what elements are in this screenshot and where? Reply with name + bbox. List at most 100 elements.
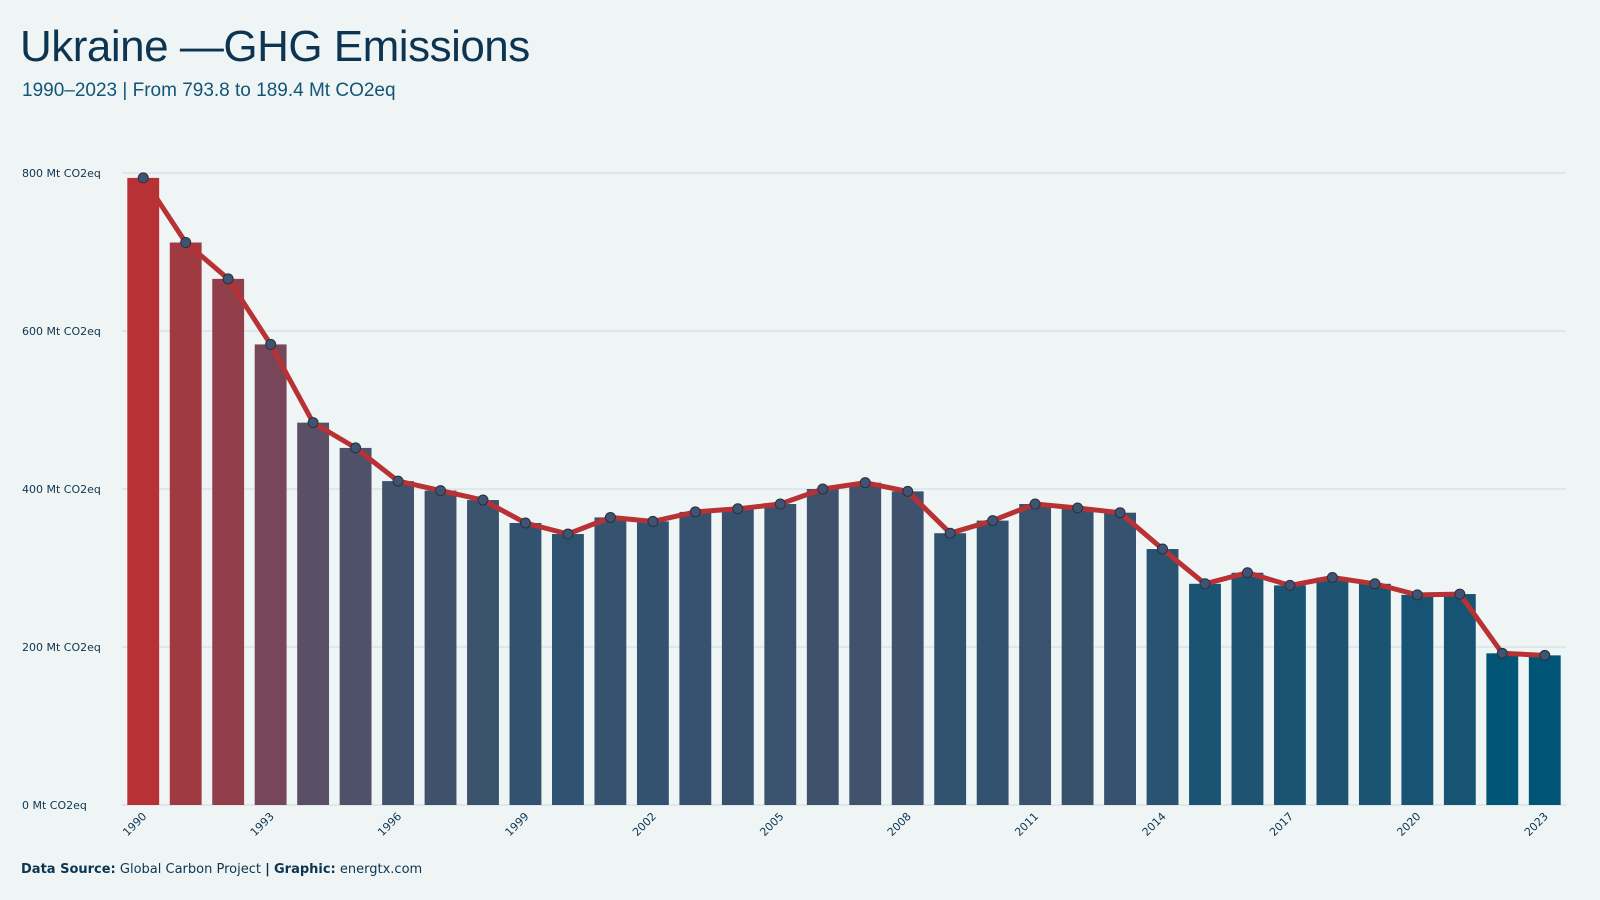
bar-1996 xyxy=(382,481,414,805)
bar-2002 xyxy=(636,521,669,805)
marker-1998 xyxy=(477,494,489,506)
marker-2023 xyxy=(1539,649,1551,661)
bar-1998 xyxy=(467,500,499,805)
marker-2012 xyxy=(1072,502,1084,514)
bar-2006 xyxy=(806,489,839,805)
marker-2021 xyxy=(1454,588,1466,600)
bar-1997 xyxy=(424,490,457,805)
footer: Data Source: Global Carbon Project | Gra… xyxy=(21,862,422,877)
marker-2017 xyxy=(1284,579,1296,591)
marker-1991 xyxy=(180,237,192,249)
graphic-label: Graphic: xyxy=(273,862,336,877)
x-tick-label: 1993 xyxy=(248,810,277,839)
bar-2013 xyxy=(1104,512,1136,805)
chart-subtitle: 1990–2023 | From 793.8 to 189.4 Mt CO2eq xyxy=(22,80,396,101)
x-tick-label: 2023 xyxy=(1522,810,1551,839)
marker-2015 xyxy=(1199,578,1211,590)
x-tick-label: 2014 xyxy=(1140,810,1169,839)
marker-2009 xyxy=(944,527,956,539)
marker-2003 xyxy=(689,506,701,518)
y-tick-label: 600 Mt CO2eq xyxy=(22,325,101,338)
bar-2019 xyxy=(1358,583,1391,805)
marker-2016 xyxy=(1241,567,1253,579)
y-tick-label: 400 Mt CO2eq xyxy=(22,483,101,496)
x-tick-label: 2002 xyxy=(630,810,659,839)
bar-1991 xyxy=(169,242,202,805)
marker-2008 xyxy=(902,485,914,497)
trend-polyline xyxy=(140,175,1548,658)
bar-2007 xyxy=(849,482,882,805)
bar-2001 xyxy=(594,517,627,805)
bar-2012 xyxy=(1061,507,1094,805)
bar-2017 xyxy=(1274,585,1306,805)
x-tick-label: 1999 xyxy=(503,810,532,839)
y-axis: 0 Mt CO2eq 200 Mt CO2eq 400 Mt CO2eq 600 Mt… xyxy=(22,167,101,812)
bar-2005 xyxy=(764,504,797,805)
x-tick-label: 1996 xyxy=(375,810,404,839)
bar-2010 xyxy=(976,520,1009,805)
trend-line xyxy=(140,175,1548,658)
marker-2002 xyxy=(647,515,659,527)
chart-title: Ukraine —GHG Emissions xyxy=(20,22,530,71)
footer-separator: | xyxy=(265,862,270,877)
bar-2009 xyxy=(934,533,967,805)
y-tick-label: 0 Mt CO2eq xyxy=(22,799,87,812)
bar-2003 xyxy=(679,511,712,805)
bar-1993 xyxy=(254,344,287,805)
bar-2000 xyxy=(552,534,584,805)
x-tick-label: 2020 xyxy=(1394,810,1423,839)
grid-lines xyxy=(122,172,1566,806)
marker-2006 xyxy=(817,483,829,495)
marker-1994 xyxy=(307,417,319,429)
bar-2022 xyxy=(1486,653,1519,805)
marker-2022 xyxy=(1496,647,1508,659)
bar-1999 xyxy=(509,522,542,805)
marker-1992 xyxy=(222,273,234,285)
marker-2013 xyxy=(1114,507,1126,519)
bar-1995 xyxy=(339,447,372,805)
source-label: Data Source: xyxy=(21,862,116,877)
marker-2019 xyxy=(1369,578,1381,590)
bar-2016 xyxy=(1231,572,1264,805)
bar-1992 xyxy=(212,278,245,805)
marker-1999 xyxy=(519,517,531,529)
source-value: Global Carbon Project xyxy=(119,862,261,877)
bar-2020 xyxy=(1401,594,1434,805)
marker-2014 xyxy=(1157,543,1169,555)
x-tick-label: 2011 xyxy=(1012,810,1041,839)
x-tick-label: 2005 xyxy=(757,810,786,839)
marker-1990 xyxy=(137,172,149,184)
marker-2020 xyxy=(1411,589,1423,601)
marker-2011 xyxy=(1029,498,1041,510)
bar-2008 xyxy=(891,491,924,805)
marker-2001 xyxy=(604,511,616,523)
bar-2014 xyxy=(1146,549,1179,805)
marker-1997 xyxy=(435,485,447,497)
bar-2023 xyxy=(1528,655,1561,805)
bar-2011 xyxy=(1019,504,1052,805)
bar-1994 xyxy=(297,422,330,805)
marker-2007 xyxy=(859,477,871,489)
bar-1990 xyxy=(127,177,160,805)
marker-2010 xyxy=(987,515,999,527)
marker-1993 xyxy=(265,338,277,350)
bars xyxy=(127,177,1561,805)
x-axis: 1990 1993 1996 1999 2002 2005 2008 2011 2014 2017… xyxy=(120,810,1551,839)
marker-1995 xyxy=(350,442,362,454)
bar-2018 xyxy=(1316,577,1349,805)
bar-2021 xyxy=(1443,594,1476,805)
line-markers xyxy=(137,172,1551,661)
x-tick-label: 1990 xyxy=(120,810,149,839)
marker-1996 xyxy=(392,475,404,487)
x-tick-label: 2017 xyxy=(1267,810,1296,839)
graphic-value: energtx.com xyxy=(339,862,423,877)
x-tick-label: 2008 xyxy=(885,810,914,839)
marker-2000 xyxy=(562,528,574,540)
marker-2018 xyxy=(1326,571,1338,583)
y-tick-label: 800 Mt CO2eq xyxy=(22,167,101,180)
marker-2005 xyxy=(774,498,786,510)
y-tick-label: 200 Mt CO2eq xyxy=(22,641,101,654)
bar-2015 xyxy=(1189,583,1221,805)
bar-2004 xyxy=(721,508,754,805)
